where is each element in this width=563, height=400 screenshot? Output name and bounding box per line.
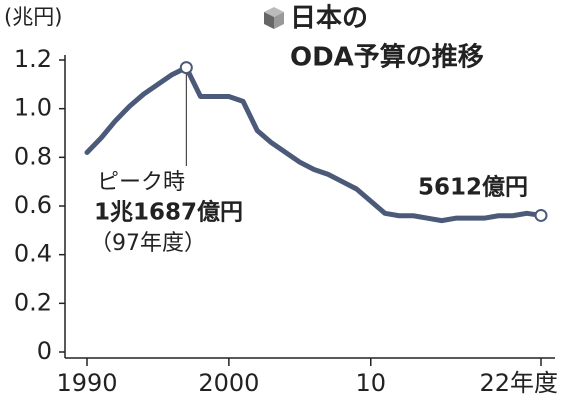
point-marker [534,208,548,222]
data-line [84,65,544,224]
chart-title: 日本の [290,4,368,34]
y-tick-label: 0 [37,337,52,365]
y-tick-label: 1.0 [14,94,52,122]
x-tick-label: 22年度 [479,369,558,397]
annotation: 1兆1687億円 [94,199,243,226]
y-axis-label: (兆円) [4,5,62,29]
y-tick-label: 0.8 [14,142,52,170]
y-tick-label: 0.2 [14,288,52,316]
x-tick-label: 1990 [56,369,117,397]
x-tick-label: 10 [355,369,386,397]
chart-title: ODA予算の推移 [290,42,484,73]
annotation: （97年度） [90,231,206,256]
title-icon [264,7,284,29]
y-tick-label: 0.6 [14,191,52,219]
y-tick-label: 1.2 [14,45,52,73]
annotation: 5612億円 [418,174,528,201]
point-marker [179,61,193,75]
y-tick-label: 0.4 [14,240,52,268]
annotation: ピーク時 [97,170,185,195]
x-tick-label: 2000 [198,369,259,397]
